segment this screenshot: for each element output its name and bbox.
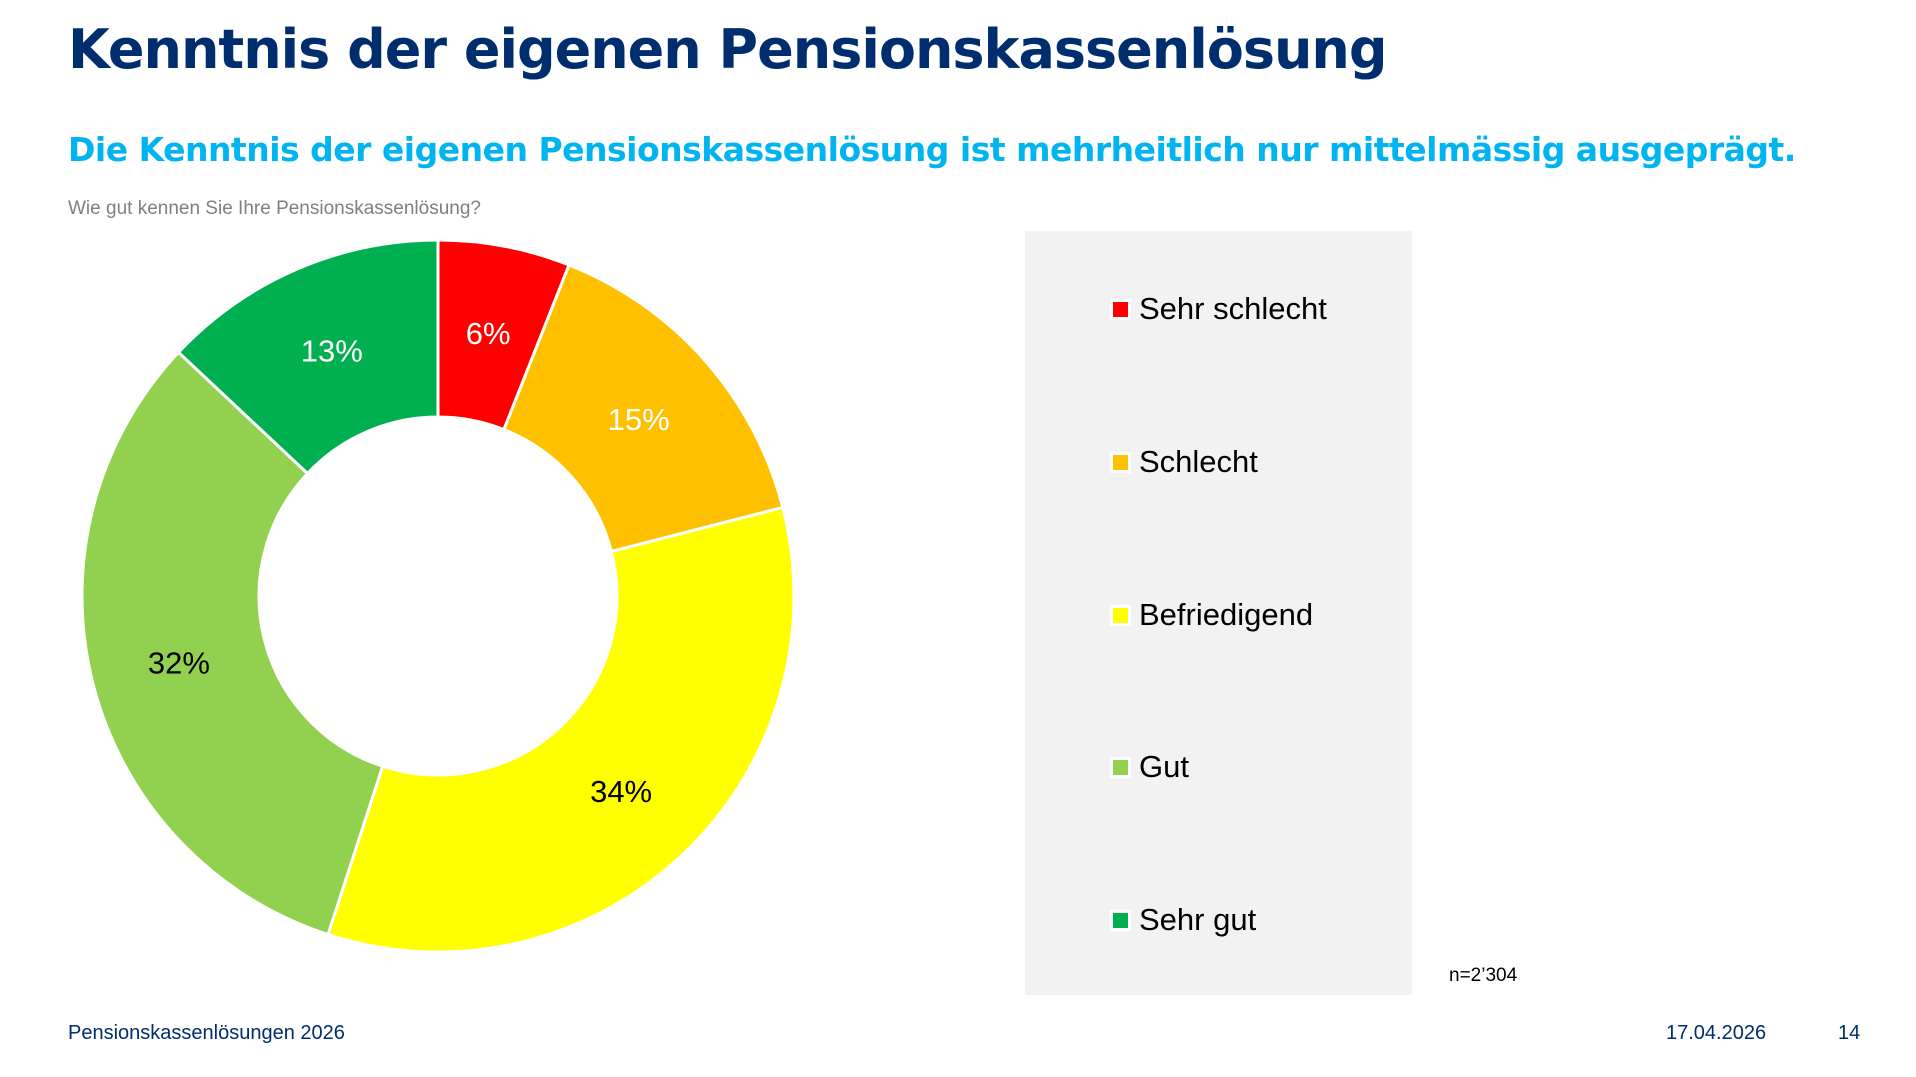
donut-slice-gut <box>80 350 385 937</box>
chart-question: Wie gut kennen Sie Ihre Pensionskassenlö… <box>68 198 481 219</box>
legend-item: Gut <box>1110 749 1189 785</box>
donut-slice-schlecht <box>501 263 785 554</box>
legend-item: Sehr schlecht <box>1110 291 1327 327</box>
legend-label: Schlecht <box>1139 444 1258 479</box>
legend-swatch <box>1110 909 1131 931</box>
donut-slice-sehr-gut <box>176 238 440 476</box>
legend-item: Sehr gut <box>1110 902 1256 938</box>
donut-slice-befriedigend <box>326 505 796 954</box>
legend-label: Gut <box>1139 749 1189 784</box>
legend-label: Sehr gut <box>1139 902 1257 937</box>
legend-swatch <box>1110 604 1131 626</box>
legend: Sehr schlecht Schlecht Befriedigend Gut … <box>1025 231 1412 995</box>
data-label: 34% <box>590 774 652 809</box>
legend-label: Sehr schlecht <box>1139 291 1327 326</box>
page-subtitle: Die Kenntnis der eigenen Pensionskassenl… <box>68 130 1796 169</box>
data-label: 32% <box>148 646 210 681</box>
page-number: 14 <box>1838 1022 1861 1044</box>
footer-title: Pensionskassenlösungen 2026 <box>68 1022 345 1044</box>
legend-swatch <box>1110 756 1131 778</box>
legend-swatch <box>1110 451 1131 473</box>
donut-chart: 6% 15% 34% 32% 13% <box>80 238 796 954</box>
legend-label: Befriedigend <box>1139 597 1314 632</box>
data-label: 13% <box>301 334 363 369</box>
data-label: 15% <box>608 402 670 437</box>
footer-date: 17.04.2026 <box>1666 1022 1767 1044</box>
data-label: 6% <box>466 316 511 351</box>
page-title: Kenntnis der eigenen Pensionskassenlösun… <box>68 18 1388 81</box>
legend-item: Schlecht <box>1110 444 1258 480</box>
legend-swatch <box>1110 298 1131 320</box>
legend-item: Befriedigend <box>1110 597 1313 633</box>
sample-size: n=2’304 <box>1449 965 1518 986</box>
